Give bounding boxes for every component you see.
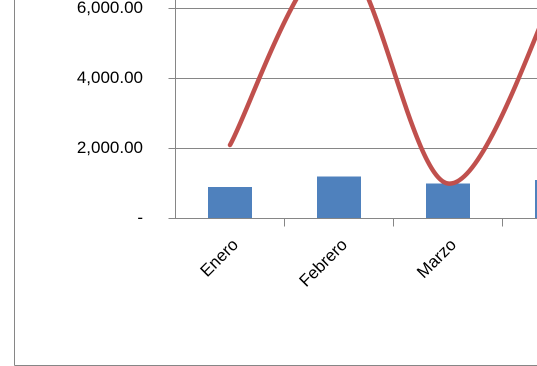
bar [208, 187, 252, 219]
x-tick-label: Febrero [295, 235, 351, 291]
grid [175, 8, 537, 149]
x-tick-label: Enero [196, 235, 242, 281]
x-tick-label: Abril [532, 235, 537, 272]
bar [317, 176, 361, 219]
axes: - 2,000.00 4,000.00 6,000.00 Enero Febrero Mar… [77, 0, 537, 291]
bar [535, 180, 537, 219]
y-tick-label: 4,000.00 [77, 68, 143, 87]
y-tick-label: 2,000.00 [77, 138, 143, 157]
bar [426, 183, 470, 219]
y-tick-label: 6,000.00 [77, 0, 143, 17]
y-tick-label: - [137, 208, 143, 227]
x-tick-label: Marzo [413, 235, 460, 282]
marks [208, 0, 537, 219]
line [227, 0, 537, 186]
